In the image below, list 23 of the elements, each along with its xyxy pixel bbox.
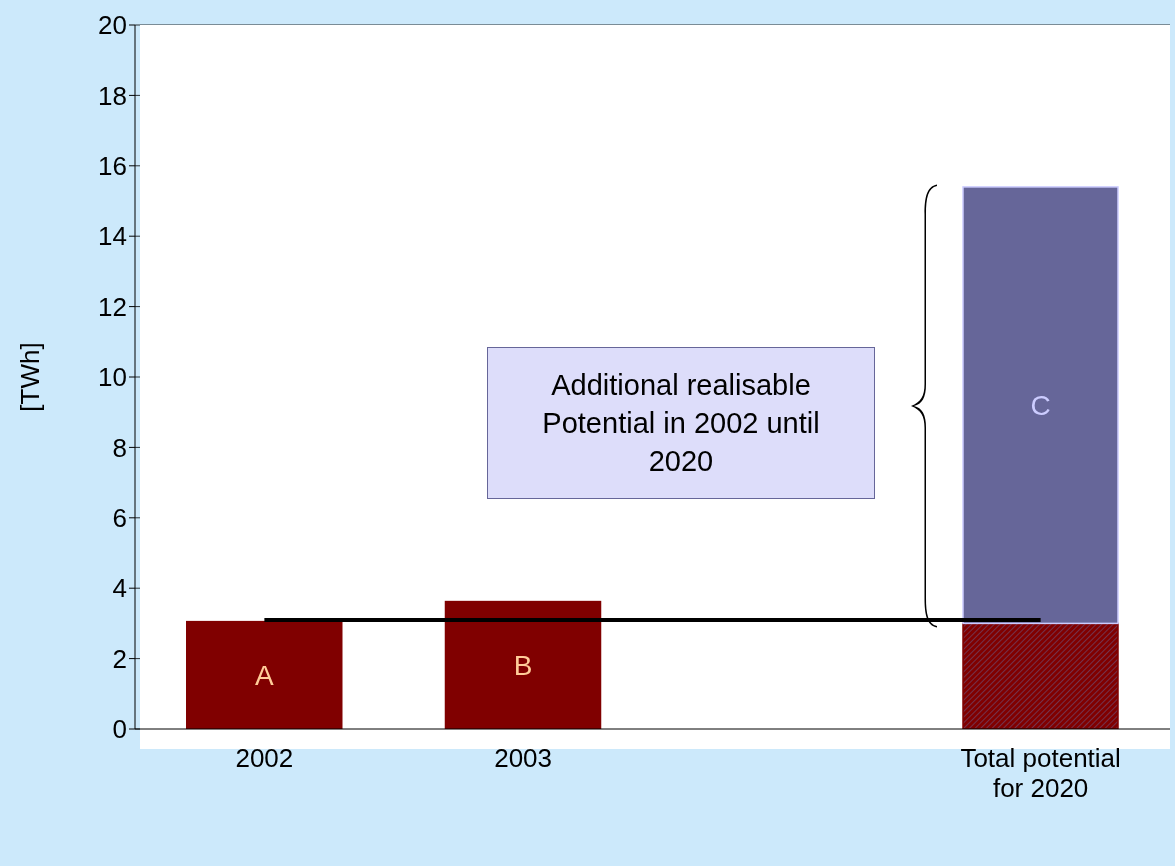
y-tick-label: 16 (98, 151, 127, 182)
data-label: B (513, 650, 533, 682)
y-tick-label: 6 (112, 503, 127, 534)
y-tick-label: 18 (98, 80, 127, 111)
x-tick-label: 2003 (494, 743, 553, 773)
bar (962, 622, 1119, 729)
bar (444, 600, 602, 729)
y-tick-label: 0 (112, 714, 127, 745)
bar (186, 620, 343, 729)
data-label: A (254, 660, 274, 692)
data-label: C (1030, 390, 1051, 422)
bar (962, 186, 1119, 625)
y-tick-label: 8 (112, 432, 127, 463)
y-tick-label: 2 (112, 643, 127, 674)
y-tick-label: 10 (98, 362, 127, 393)
y-tick-label: 4 (112, 573, 127, 604)
x-tick-label: 2002 (235, 743, 294, 773)
y-tick-label: 20 (98, 10, 127, 41)
y-tick-label: 12 (98, 291, 127, 322)
x-tick-label: Total potential for 2020 (960, 743, 1121, 803)
y-tick-label: 14 (98, 221, 127, 252)
y-axis-title: [TWh] (15, 342, 46, 412)
note-box: Additional realisable Potential in 2002 until 2020 (487, 347, 875, 499)
